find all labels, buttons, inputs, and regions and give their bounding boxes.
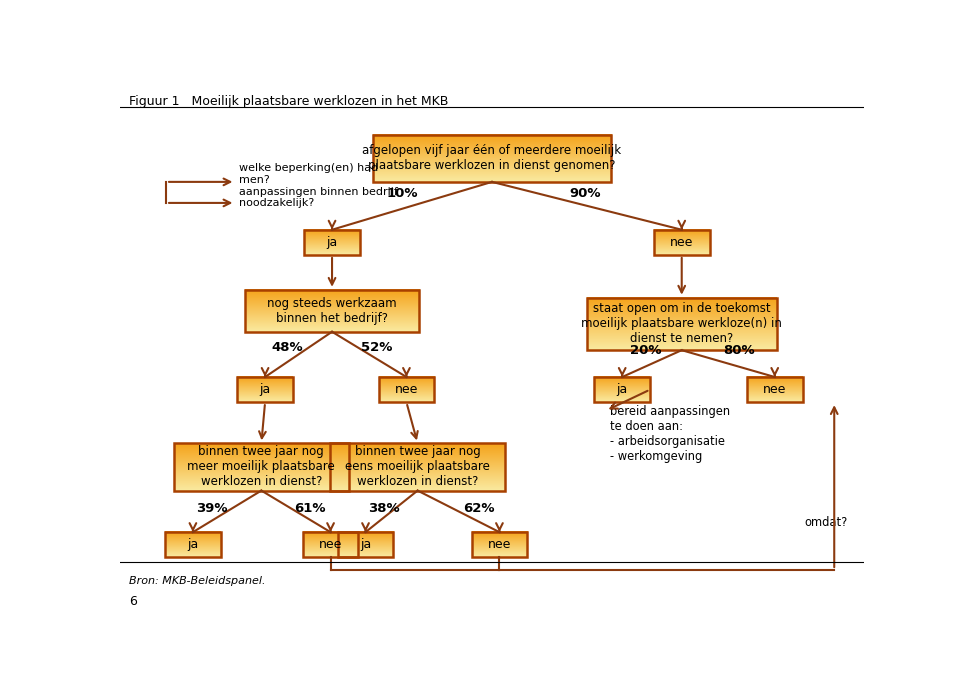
Text: ja: ja: [259, 383, 271, 396]
Text: 20%: 20%: [630, 344, 661, 357]
Text: 80%: 80%: [723, 344, 755, 357]
Text: welke beperking(en) had
men?: welke beperking(en) had men?: [239, 163, 378, 185]
Text: ja: ja: [360, 538, 372, 551]
Text: binnen twee jaar nog
meer moeilijk plaatsbare
werklozen in dienst?: binnen twee jaar nog meer moeilijk plaat…: [187, 445, 335, 488]
Text: 10%: 10%: [387, 187, 419, 200]
Text: 62%: 62%: [463, 503, 494, 516]
Text: Figuur 1   Moeilijk plaatsbare werklozen in het MKB: Figuur 1 Moeilijk plaatsbare werklozen i…: [129, 95, 448, 108]
Text: nee: nee: [670, 236, 693, 249]
Text: binnen twee jaar nog
eens moeilijk plaatsbare
werklozen in dienst?: binnen twee jaar nog eens moeilijk plaat…: [346, 445, 490, 488]
Text: aanpassingen binnen bedrijf
noodzakelijk?: aanpassingen binnen bedrijf noodzakelijk…: [239, 186, 397, 208]
Text: staat open om in de toekomst
moeilijk plaatsbare werkloze(n) in
dienst te nemen?: staat open om in de toekomst moeilijk pl…: [582, 303, 782, 346]
Text: ja: ja: [616, 383, 628, 396]
Text: 48%: 48%: [272, 341, 303, 354]
Text: 38%: 38%: [369, 503, 400, 516]
Text: Bron: MKB-Beleidspanel.: Bron: MKB-Beleidspanel.: [129, 576, 265, 586]
Text: nee: nee: [763, 383, 786, 396]
Text: nee: nee: [395, 383, 419, 396]
Text: omdat?: omdat?: [804, 516, 848, 529]
Text: nee: nee: [319, 538, 342, 551]
Text: 52%: 52%: [361, 341, 393, 354]
Text: afgelopen vijf jaar één of meerdere moeilijk
plaatsbare werklozen in dienst geno: afgelopen vijf jaar één of meerdere moei…: [363, 144, 621, 172]
Text: 6: 6: [129, 595, 137, 608]
Text: nog steeds werkzaam
binnen het bedrijf?: nog steeds werkzaam binnen het bedrijf?: [267, 296, 396, 324]
Text: nee: nee: [488, 538, 511, 551]
Text: 90%: 90%: [569, 187, 601, 200]
Text: bereid aanpassingen
te doen aan:
- arbeidsorganisatie
- werkomgeving: bereid aanpassingen te doen aan: - arbei…: [610, 405, 730, 463]
Text: ja: ja: [187, 538, 199, 551]
Text: ja: ja: [326, 236, 338, 249]
Text: 61%: 61%: [294, 503, 325, 516]
Text: 39%: 39%: [196, 503, 228, 516]
